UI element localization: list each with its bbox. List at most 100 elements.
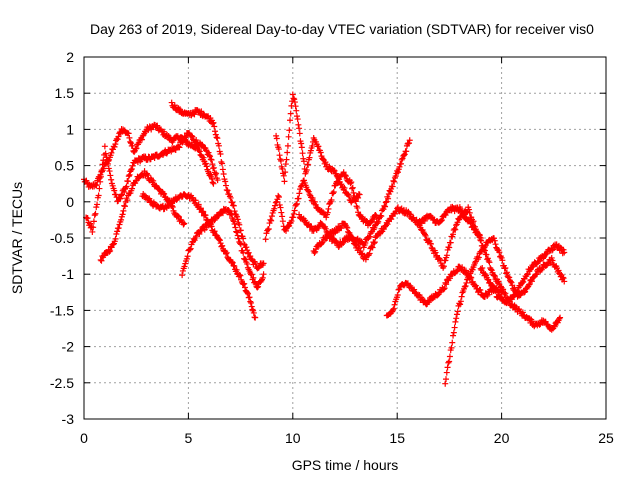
- data-point: [150, 177, 157, 184]
- data-point: [210, 164, 217, 171]
- data-point: [209, 179, 216, 186]
- data-point: [275, 192, 282, 199]
- data-point: [248, 271, 255, 278]
- data-point: [168, 99, 175, 106]
- data-point: [176, 144, 183, 151]
- data-point: [293, 201, 300, 208]
- data-point: [551, 323, 558, 330]
- data-point: [260, 271, 267, 278]
- data-point: [427, 240, 434, 247]
- x-axis-ticks: 0 5 10 15 20 25: [80, 57, 614, 446]
- data-point: [95, 192, 102, 199]
- data-point: [406, 137, 413, 144]
- data-point: [309, 194, 316, 201]
- data-point: [102, 150, 109, 157]
- data-point: [561, 278, 568, 285]
- data-point: [208, 223, 215, 230]
- data-point: [354, 204, 361, 211]
- data-point: [401, 152, 408, 159]
- data-point: [476, 234, 483, 241]
- data-point: [233, 266, 240, 273]
- data-point: [356, 191, 363, 198]
- data-point: [398, 156, 405, 163]
- data-point: [126, 171, 133, 178]
- y-tick-label: 0: [66, 194, 74, 210]
- data-point: [388, 216, 395, 223]
- y-tick-label: 1: [66, 121, 74, 137]
- data-point: [184, 253, 191, 260]
- data-point: [230, 216, 237, 223]
- data-point: [446, 358, 453, 365]
- data-point: [244, 260, 251, 267]
- data-point: [115, 133, 122, 140]
- data-point: [208, 175, 215, 182]
- data-point: [470, 218, 477, 225]
- data-point: [135, 139, 142, 146]
- data-point: [397, 160, 404, 167]
- data-point: [390, 306, 397, 313]
- y-tick-label: -2.5: [50, 375, 74, 391]
- data-point: [350, 237, 357, 244]
- data-point: [161, 190, 168, 197]
- data-point: [507, 278, 514, 285]
- x-tick-label: 25: [598, 430, 614, 446]
- data-point: [112, 191, 119, 198]
- data-point: [229, 199, 236, 206]
- data-point: [308, 223, 315, 230]
- data-point: [177, 106, 184, 113]
- data-point: [129, 162, 136, 169]
- data-point: [382, 199, 389, 206]
- data-point: [275, 194, 282, 201]
- data-point: [156, 186, 163, 193]
- data-point: [151, 155, 158, 162]
- data-point: [492, 288, 499, 295]
- data-point: [126, 134, 133, 141]
- data-point: [202, 212, 209, 219]
- data-point: [205, 149, 212, 156]
- data-point: [503, 269, 510, 276]
- series-track-10: [310, 203, 484, 263]
- data-point: [349, 185, 356, 192]
- data-point: [93, 204, 100, 211]
- data-point: [560, 275, 567, 282]
- data-point: [280, 172, 287, 179]
- data-point: [293, 113, 300, 120]
- data-point: [371, 239, 378, 246]
- data-point: [443, 369, 450, 376]
- data-point: [118, 216, 125, 223]
- data-point: [465, 206, 472, 213]
- x-tick-label: 15: [389, 430, 405, 446]
- data-point: [105, 165, 112, 172]
- data-point: [286, 127, 293, 134]
- data-point: [508, 279, 515, 286]
- data-point: [138, 136, 145, 143]
- data-point: [311, 249, 318, 256]
- data-point: [403, 148, 410, 155]
- data-point: [296, 130, 303, 137]
- data-point: [180, 221, 187, 228]
- y-axis-ticks: -3 -2.5 -2 -1.5 -1 -0.5 0 0.5 1 1.5 2: [50, 49, 606, 427]
- data-point: [347, 180, 354, 187]
- data-point: [557, 271, 564, 278]
- data-point: [212, 131, 219, 138]
- data-point: [394, 292, 401, 299]
- data-point: [133, 145, 140, 152]
- data-point: [368, 219, 375, 226]
- data-point: [268, 217, 275, 224]
- data-point: [267, 216, 274, 223]
- data-point: [294, 116, 301, 123]
- data-point: [463, 279, 470, 286]
- data-point: [444, 364, 451, 371]
- data-point: [241, 280, 248, 287]
- data-point: [323, 214, 330, 221]
- data-point: [246, 294, 253, 301]
- data-point: [218, 159, 225, 166]
- data-point: [288, 218, 295, 225]
- data-point: [330, 190, 337, 197]
- data-point: [209, 161, 216, 168]
- x-tick-label: 5: [185, 430, 193, 446]
- data-point: [240, 281, 247, 288]
- data-point: [442, 380, 449, 387]
- data-point: [539, 255, 546, 262]
- data-point: [366, 233, 373, 240]
